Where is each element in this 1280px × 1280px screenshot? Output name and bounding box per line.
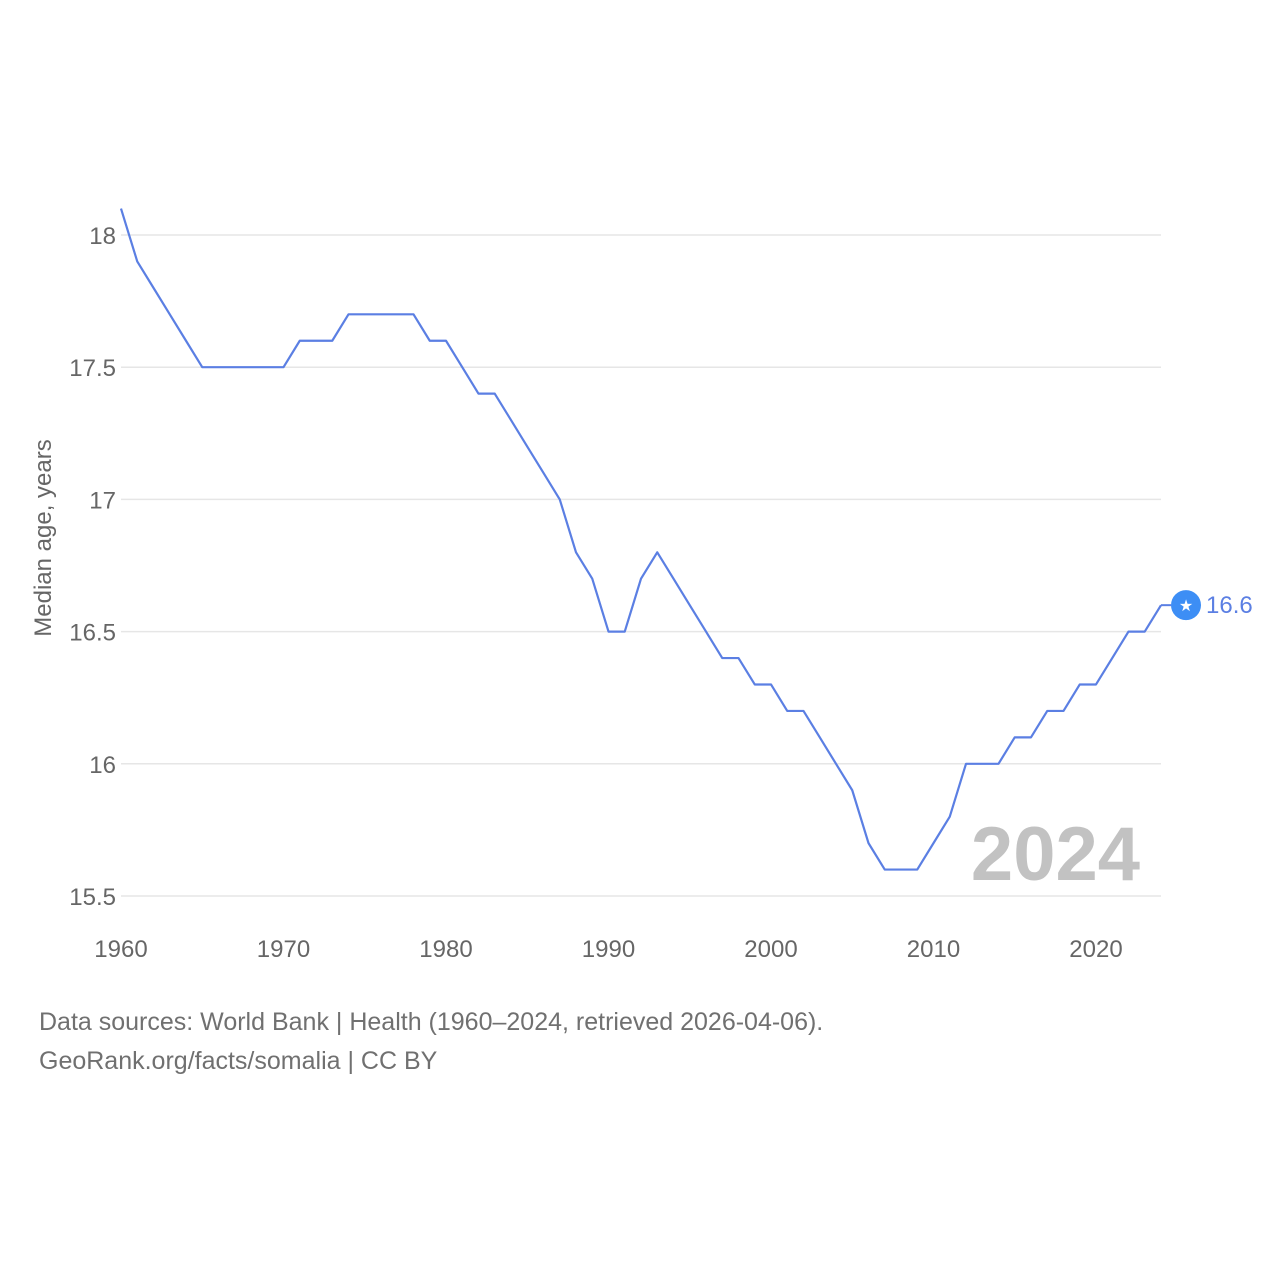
y-tick-label: 18 [89, 223, 116, 250]
x-tick-label: 2000 [744, 936, 797, 963]
credit-link[interactable]: GeoRank.org/facts/somalia | CC BY [39, 1047, 438, 1075]
x-tick-label: 2020 [1069, 936, 1122, 963]
end-value-label: 16.6 [1206, 592, 1253, 619]
gridlines [121, 234, 1161, 897]
x-tick-label: 1960 [94, 936, 147, 963]
y-axis-ticks: 15.5 16 16.5 17 17.5 18 [69, 223, 116, 911]
y-tick-label: 16 [89, 752, 116, 779]
y-tick-label: 16.5 [69, 620, 116, 647]
y-axis-label: Median age, years [30, 439, 57, 636]
chart-footer: Data sources: World Bank | Health (1960–… [39, 1003, 823, 1081]
y-tick-label: 17 [89, 487, 116, 514]
x-tick-label: 2010 [907, 936, 960, 963]
x-tick-label: 1990 [582, 936, 635, 963]
end-value-marker: ★ 16.6 [1161, 590, 1253, 621]
x-tick-label: 1980 [419, 936, 472, 963]
x-axis-ticks: 1960 1970 1980 1990 2000 2010 2020 [94, 936, 1122, 963]
data-sources-text: Data sources: World Bank | Health (1960–… [39, 1008, 824, 1036]
y-tick-label: 15.5 [69, 884, 116, 911]
x-tick-label: 1970 [257, 936, 310, 963]
end-point-circle [1171, 590, 1201, 621]
star-icon: ★ [1179, 596, 1193, 615]
series-line-somalia [119, 208, 1162, 871]
year-watermark: 2024 [971, 812, 1140, 897]
y-tick-label: 17.5 [69, 355, 116, 382]
